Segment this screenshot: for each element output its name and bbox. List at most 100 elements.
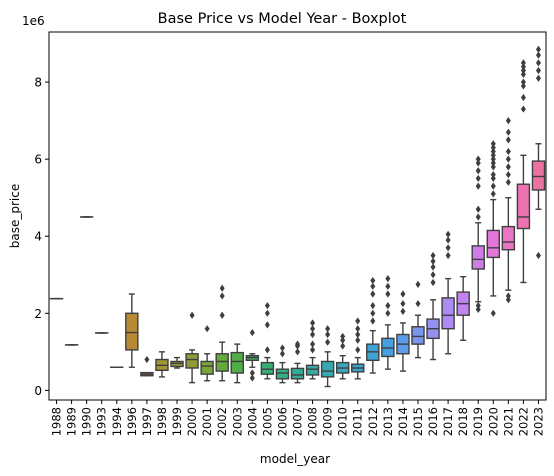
x-tick-label: 2009 bbox=[321, 407, 335, 436]
outlier-point bbox=[385, 290, 391, 298]
outlier-point bbox=[415, 280, 421, 288]
outlier-point bbox=[520, 70, 526, 78]
outlier-point bbox=[310, 340, 316, 348]
outlier-point bbox=[355, 336, 361, 344]
outlier-point bbox=[520, 105, 526, 113]
x-tick-label: 1990 bbox=[80, 407, 94, 436]
outlier-point bbox=[535, 51, 541, 59]
outlier-point bbox=[490, 140, 496, 148]
outlier-point bbox=[355, 317, 361, 325]
plot-frame bbox=[48, 31, 547, 401]
box-2015 bbox=[411, 326, 425, 345]
outlier-point bbox=[430, 271, 436, 279]
outlier-point bbox=[325, 330, 331, 339]
x-tick-label: 2016 bbox=[426, 407, 440, 436]
x-tick-label: 2002 bbox=[215, 407, 229, 436]
x-tick-label: 2012 bbox=[366, 407, 380, 436]
outlier-point bbox=[430, 263, 436, 271]
x-tick-label: 2021 bbox=[501, 407, 515, 436]
outlier-point bbox=[279, 344, 285, 352]
outlier-point bbox=[505, 117, 511, 125]
x-tick-label: 2022 bbox=[516, 407, 530, 436]
y-tick-label: 2 bbox=[34, 307, 42, 321]
outlier-point bbox=[520, 93, 526, 102]
box-2009 bbox=[320, 360, 335, 378]
outlier-point bbox=[370, 309, 376, 317]
outlier-point bbox=[219, 311, 225, 319]
outlier-point bbox=[490, 155, 496, 163]
outlier-point bbox=[294, 340, 301, 348]
outlier-point bbox=[370, 317, 376, 325]
outlier-point bbox=[490, 147, 496, 156]
outlier-point bbox=[445, 236, 451, 244]
y-tick-label: 8 bbox=[34, 76, 42, 90]
y-scale-label: 1e6 bbox=[22, 14, 45, 28]
outlier-point bbox=[475, 155, 481, 163]
outlier-point bbox=[310, 325, 316, 333]
x-tick-label: 2018 bbox=[456, 407, 470, 436]
outlier-point bbox=[490, 144, 496, 152]
y-tick-label: 6 bbox=[34, 153, 42, 167]
box-2020 bbox=[486, 229, 501, 259]
x-tick-label: 2017 bbox=[441, 407, 455, 436]
box-2023 bbox=[531, 160, 546, 191]
outlier-point bbox=[204, 325, 210, 333]
outlier-point bbox=[310, 346, 316, 354]
outlier-point bbox=[445, 244, 451, 252]
outlier-point bbox=[310, 330, 316, 339]
outlier-point bbox=[325, 325, 331, 333]
outlier-point bbox=[340, 332, 346, 341]
x-tick-label: 2023 bbox=[531, 407, 545, 436]
x-tick-label: 1996 bbox=[125, 407, 139, 436]
outlier-point bbox=[400, 307, 406, 315]
x-tick-label: 2008 bbox=[306, 407, 320, 436]
x-tick-label: 1993 bbox=[95, 407, 109, 436]
box-2001 bbox=[200, 360, 214, 375]
outlier-point bbox=[400, 300, 406, 308]
outlier-point bbox=[505, 292, 511, 300]
x-tick-label: 1988 bbox=[50, 407, 64, 436]
outlier-point bbox=[370, 290, 376, 298]
box-2017 bbox=[441, 297, 455, 330]
outlier-point bbox=[490, 159, 496, 167]
outlier-point bbox=[535, 66, 541, 75]
x-tick-label: 2006 bbox=[275, 407, 289, 436]
outlier-point bbox=[189, 311, 195, 319]
chart-title: Base Price vs Model Year - Boxplot bbox=[158, 11, 407, 27]
box-2002 bbox=[215, 353, 229, 372]
outlier-point bbox=[535, 74, 541, 82]
outlier-point bbox=[370, 276, 376, 285]
box-2000 bbox=[185, 353, 199, 369]
box-2021 bbox=[501, 225, 516, 251]
x-tick-label: 2007 bbox=[291, 407, 305, 436]
x-tick-label: 2001 bbox=[200, 407, 214, 436]
outlier-point bbox=[535, 59, 541, 67]
x-tick-label: 1998 bbox=[155, 407, 169, 436]
x-tick-label: 1997 bbox=[140, 407, 154, 436]
outlier-point bbox=[475, 301, 481, 310]
outlier-point bbox=[505, 147, 511, 156]
outlier-point bbox=[490, 151, 496, 159]
outlier-point bbox=[370, 301, 376, 310]
x-tick-label: 1999 bbox=[170, 407, 184, 436]
outlier-point bbox=[520, 82, 526, 90]
outlier-point bbox=[264, 301, 270, 310]
outlier-point bbox=[490, 163, 496, 171]
box-2006 bbox=[275, 368, 290, 380]
y-axis-label: base_price bbox=[8, 184, 22, 248]
outlier-point bbox=[340, 342, 346, 350]
outlier-point bbox=[520, 59, 526, 67]
box-1996 bbox=[125, 312, 139, 351]
outlier-point bbox=[475, 205, 481, 213]
outlier-point bbox=[445, 251, 451, 260]
outlier-point bbox=[475, 167, 481, 175]
outlier-point bbox=[520, 66, 526, 75]
outlier-point bbox=[340, 336, 346, 344]
x-tick-label: 2019 bbox=[471, 407, 485, 436]
outlier-point bbox=[430, 257, 436, 265]
outlier-point bbox=[505, 178, 511, 186]
outlier-point bbox=[310, 319, 316, 327]
outlier-point bbox=[385, 275, 391, 283]
outlier-point bbox=[490, 190, 496, 198]
